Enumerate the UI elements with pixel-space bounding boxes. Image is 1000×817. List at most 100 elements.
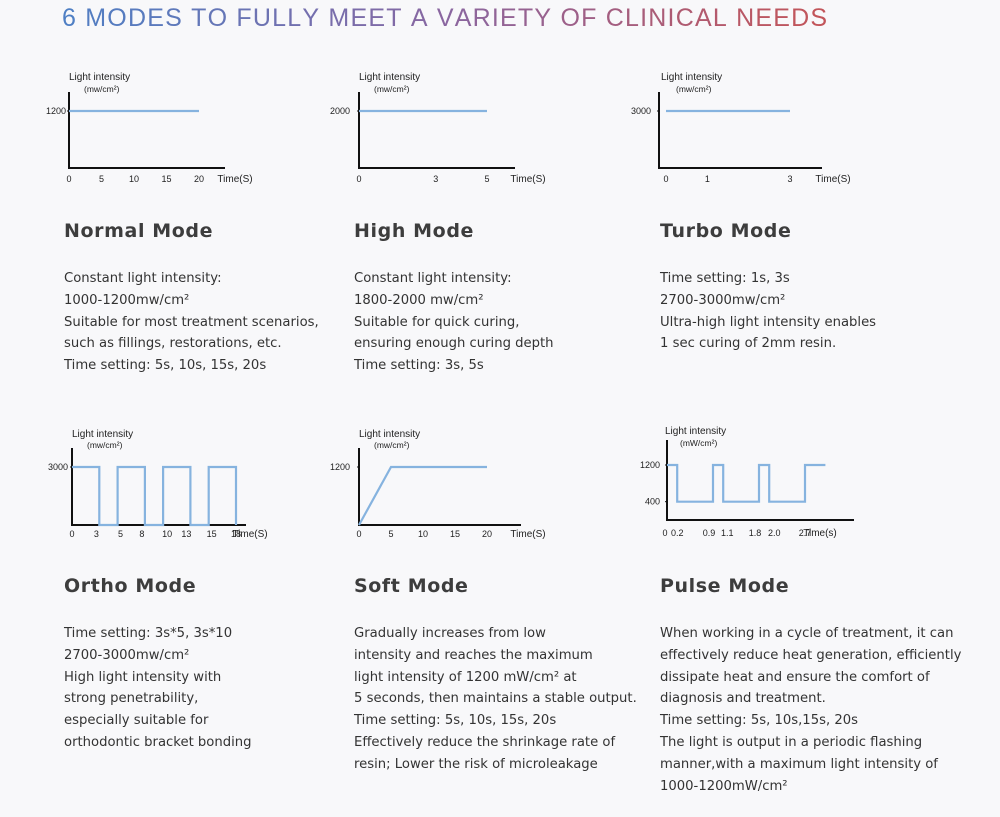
mode-description: Gradually increases from low intensity an… — [354, 623, 664, 776]
x-tick-label: 10 — [129, 174, 139, 184]
mode-description-line: Gradually increases from low — [354, 626, 546, 641]
y-axis-unit: (mw/cm²) — [374, 440, 410, 450]
mode-card: High Mode Constant light intensity: 1800-2… — [354, 218, 664, 377]
mode-description-line: 1 sec curing of 2mm resin. — [660, 336, 837, 352]
mode-name: High Mode — [354, 220, 475, 242]
x-tick-label: 0.2 — [671, 528, 684, 538]
mode-name: Normal Mode — [64, 220, 214, 242]
mode-description-line: High light intensity with — [64, 669, 222, 685]
page-title-char: I — [640, 4, 649, 32]
x-tick-label: 5 — [99, 174, 104, 184]
page-title-char: V — [436, 4, 455, 32]
mode-description-line: 2700-3000mw/cm² — [660, 292, 786, 308]
y-tick-label: 400 — [645, 497, 660, 507]
x-tick-label: 20 — [482, 529, 492, 539]
mode-name: Turbo Mode — [660, 220, 792, 242]
mode-description-line: Time setting: 1s, 3s — [660, 271, 790, 286]
mode-card: Normal Mode Constant light intensity: 1000… — [64, 218, 374, 377]
mode-name: Soft Mode — [354, 575, 469, 597]
x-tick-label: 1.1 — [721, 528, 734, 538]
page-title-char: S — [165, 4, 183, 32]
x-tick-label: 15 — [450, 529, 460, 539]
y-axis-label: Light intensity — [661, 72, 722, 83]
x-tick-label: 5 — [484, 174, 489, 184]
mode-description-line: Time setting: 3s*5, 3s*10 — [64, 626, 233, 641]
mode-name: Ortho Mode — [64, 575, 197, 597]
series-line — [72, 465, 238, 527]
mode-description-line: When working in a cycle of treatment, it… — [660, 626, 954, 641]
mode-description-line: light intensity of 1200 mW/cm² at — [354, 669, 577, 685]
x-tick-label: 1 — [705, 174, 710, 184]
x-tick-label: 8 — [139, 529, 144, 539]
x-axis-label: Time(S) — [815, 174, 850, 185]
x-tick-label: 5 — [388, 529, 393, 539]
mode-description-line: Suitable for quick curing, — [354, 314, 520, 330]
y-axis-unit: (mw/cm²) — [84, 84, 120, 94]
mode-card: Pulse Mode When working in a cycle of tre… — [660, 573, 970, 797]
series-line — [358, 465, 487, 526]
page-title-char: I — [491, 4, 501, 32]
mode-description-line: 1000-1200mw/cm² — [64, 292, 190, 308]
mode-description-line: especially suitable for — [64, 713, 209, 729]
page-title-char: Y — [534, 4, 553, 32]
chart-3: Light intensity(mw/cm²) Time(S) 3000 0 1 3 — [631, 72, 851, 185]
x-tick-label: 13 — [181, 529, 191, 539]
mode-card: Soft Mode Gradually increases from low int… — [354, 573, 664, 776]
x-tick-label: 1.8 — [749, 528, 762, 538]
page-title-char: E — [755, 4, 774, 32]
page-title-char: E — [350, 4, 369, 32]
x-tick-label: 15 — [207, 529, 217, 539]
page-title-char: C — [605, 4, 625, 32]
page-title-char: S — [810, 4, 829, 32]
mode-description-line: effectively reduce heat generation, effi… — [660, 647, 962, 663]
mode-description-line: diagnosis and treatment. — [660, 691, 826, 707]
mode-description-line: Suitable for most treatment scenarios, — [64, 314, 319, 330]
page-title-char: M — [85, 4, 108, 32]
mode-name: Pulse Mode — [660, 575, 790, 597]
page-title-char: N — [736, 4, 756, 32]
y-tick-label: 1200 — [330, 462, 350, 472]
page-title-char: A — [410, 4, 429, 32]
mode-description-line: intensity and reaches the maximum — [354, 647, 593, 663]
mode-description-line: manner,with a maximum light intensity of — [660, 756, 938, 772]
page-title-char: O — [207, 4, 229, 32]
page-title-char: L — [625, 4, 641, 32]
mode-description-line: Time setting: 3s, 5s — [354, 358, 484, 374]
page-title: 6 MODES TO FULLY MEET A VARIETY OF CLINI… — [62, 4, 828, 33]
x-tick-label: 10 — [162, 529, 172, 539]
page-title-char: F — [581, 4, 598, 32]
mode-description-line: 1800-2000 mw/cm² — [354, 292, 484, 308]
mode-description-line: Time setting: 5s, 10s,15s, 20s — [660, 713, 858, 729]
x-tick-label: 20 — [194, 174, 204, 184]
x-tick-label: 3 — [787, 174, 792, 184]
x-axis-label: Time(S) — [232, 529, 267, 540]
x-tick-label: 5 — [118, 529, 123, 539]
chart-2: Light intensity(mw/cm²) Time(S) 2000 0 3 5 — [330, 72, 546, 185]
page-title-char: D — [127, 4, 148, 32]
mode-description-line: Effectively reduce the shrinkage rate of — [354, 734, 616, 750]
x-tick-label: 3 — [433, 174, 438, 184]
page-title-char: D — [791, 4, 811, 32]
x-tick-label: 2.7 — [799, 528, 812, 538]
y-axis-unit: (mW/cm²) — [680, 438, 717, 448]
mode-description-line: such as fillings, restorations, etc. — [64, 336, 282, 352]
page-title-char: Y — [302, 4, 321, 32]
page-title-char: O — [560, 4, 582, 32]
mode-description-line: The light is output in a periodic flashi… — [660, 734, 923, 750]
x-tick-label: 3 — [94, 529, 99, 539]
x-tick-label: 0 — [662, 528, 667, 538]
y-tick-label: 3000 — [48, 462, 68, 472]
page-title-char: C — [675, 4, 695, 32]
page-title-char: A — [694, 4, 713, 32]
page-title-char: U — [252, 4, 273, 32]
y-tick-label: 1200 — [640, 460, 660, 470]
series-line — [667, 463, 826, 503]
page-title-char: E — [500, 4, 518, 32]
page-title-char: L — [272, 4, 288, 32]
page-title-char: R — [472, 4, 492, 32]
chart-6: Light intensity(mW/cm²) Time(s) 400 1200 0 0.… — [640, 426, 854, 539]
mode-description: Constant light intensity: 1800-2000 mw/cm… — [354, 268, 664, 377]
x-axis-label: Time(S) — [510, 529, 545, 540]
page-title-char: T — [191, 4, 208, 32]
